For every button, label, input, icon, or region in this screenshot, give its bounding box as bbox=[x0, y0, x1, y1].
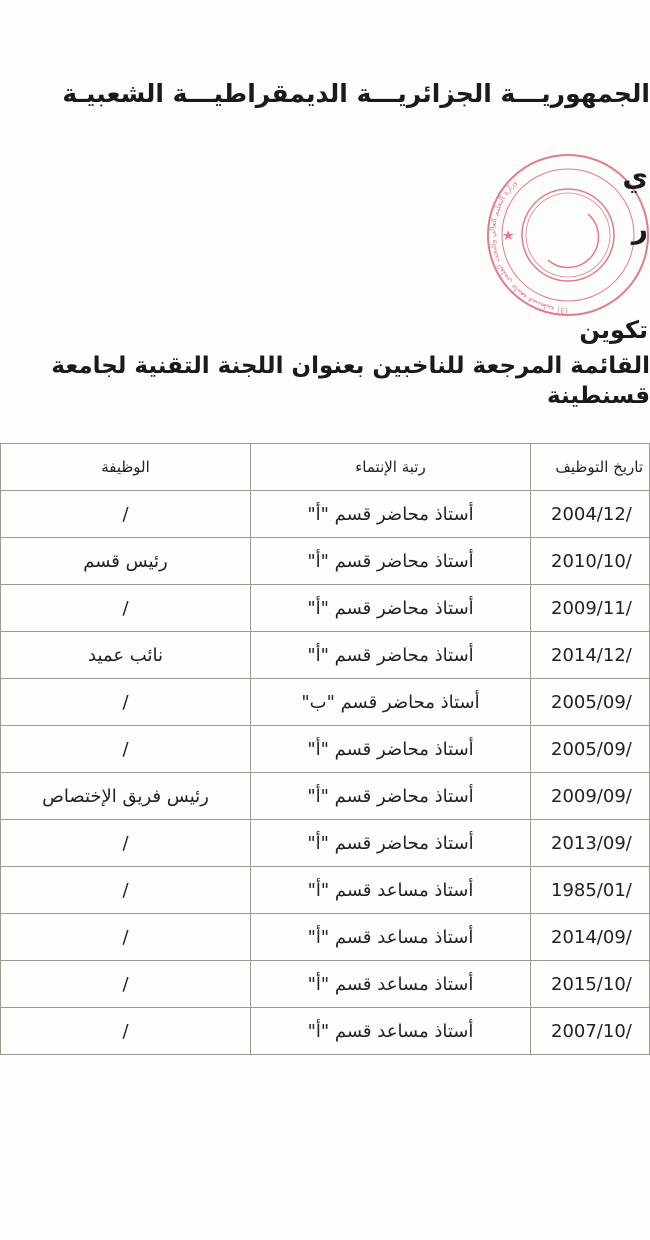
column-header-function: الوظيفة bbox=[0, 443, 251, 491]
hire-date-cell: 2005/09/ bbox=[530, 678, 650, 726]
heading-fragment: ر bbox=[631, 212, 648, 245]
hire-date-cell: 2007/10/ bbox=[530, 1007, 650, 1055]
function-cell: / bbox=[0, 960, 251, 1008]
rank-cell: أستاذ مساعد قسم "أ" bbox=[250, 1007, 531, 1055]
table-row: 2015/10/أستاذ مساعد قسم "أ" / bbox=[0, 960, 650, 1008]
table-header-row: تاريخ التوظيف رتبة الإنتماء الوظيفة bbox=[0, 443, 650, 491]
rank-cell: أستاذ مساعد قسم "أ" bbox=[250, 866, 531, 914]
table-row: 2007/10/أستاذ مساعد قسم "أ" / bbox=[0, 1007, 650, 1055]
function-cell: / bbox=[0, 725, 251, 773]
function-cell: رئيس قسم bbox=[0, 537, 251, 585]
hire-date-cell: 2009/09/ bbox=[530, 772, 650, 820]
function-cell: / bbox=[0, 1007, 251, 1055]
table-row: 2013/09/أستاذ محاضر قسم "أ" / bbox=[0, 819, 650, 867]
table-row: 1985/01/أستاذ مساعد قسم "أ" / bbox=[0, 866, 650, 914]
voters-table: تاريخ التوظيف رتبة الإنتماء الوظيفة 2004… bbox=[0, 443, 650, 1055]
hire-date-cell: 2014/09/ bbox=[530, 913, 650, 961]
hire-date-cell: 2013/09/ bbox=[530, 819, 650, 867]
table-row: 2005/09/أستاذ محاضر قسم "أ" / bbox=[0, 725, 650, 773]
hire-date-cell: 2005/09/ bbox=[530, 725, 650, 773]
function-cell: / bbox=[0, 678, 251, 726]
star-icon bbox=[503, 230, 514, 240]
hire-date-cell: 2004/12/ bbox=[530, 490, 650, 538]
heading-fragment: تكوين bbox=[579, 316, 648, 344]
function-cell: / bbox=[0, 819, 251, 867]
table-row: 2009/09/أستاذ محاضر قسم "أ" رئيس فريق الإ… bbox=[0, 772, 650, 820]
rank-cell: أستاذ محاضر قسم "أ" bbox=[250, 631, 531, 679]
rank-cell: أستاذ محاضر قسم "أ" bbox=[250, 490, 531, 538]
function-cell: نائب عميد bbox=[0, 631, 251, 679]
document-title: القائمة المرجعة للناخبين بعنوان اللجنة ا… bbox=[51, 353, 650, 409]
function-cell: رئيس فريق الإختصاص bbox=[0, 772, 251, 820]
rank-cell: أستاذ محاضر قسم "أ" bbox=[250, 819, 531, 867]
rank-cell: أستاذ مساعد قسم "أ" bbox=[250, 960, 531, 1008]
rank-cell: أستاذ محاضر قسم "أ" bbox=[250, 772, 531, 820]
hire-date-cell: 2010/10/ bbox=[530, 537, 650, 585]
hire-date-cell: 1985/01/ bbox=[530, 866, 650, 914]
function-cell: / bbox=[0, 490, 251, 538]
table-row: 2010/10/أستاذ محاضر قسم "أ" رئيس قسم bbox=[0, 537, 650, 585]
table-row: 2004/12/أستاذ محاضر قسم "أ" / bbox=[0, 490, 650, 538]
stamp-lettering: وزارة التعليم العالي والبحث العلمي جامعة… bbox=[488, 178, 568, 316]
crescent-icon bbox=[547, 213, 600, 269]
column-header-hire-date: تاريخ التوظيف bbox=[530, 443, 650, 491]
table-row: 2014/12/أستاذ محاضر قسم "أ" نائب عميد bbox=[0, 631, 650, 679]
rank-cell: أستاذ محاضر قسم "أ" bbox=[250, 725, 531, 773]
official-stamp: وزارة التعليم العالي والبحث العلمي جامعة… bbox=[487, 154, 649, 316]
rank-cell: أستاذ محاضر قسم "أ" bbox=[250, 537, 531, 585]
table-row: 2009/11/أستاذ محاضر قسم "أ" / bbox=[0, 584, 650, 632]
function-cell: / bbox=[0, 866, 251, 914]
heading-fragment: ي bbox=[622, 160, 648, 193]
hire-date-cell: 2015/10/ bbox=[530, 960, 650, 1008]
rank-cell: أستاذ محاضر قسم "أ" bbox=[250, 584, 531, 632]
table-row: 2014/09/أستاذ مساعد قسم "أ" / bbox=[0, 913, 650, 961]
function-cell: / bbox=[0, 584, 251, 632]
column-header-rank: رتبة الإنتماء bbox=[250, 443, 531, 491]
function-cell: / bbox=[0, 913, 251, 961]
table-row: 2005/09/أستاذ محاضر قسم "ب" / bbox=[0, 678, 650, 726]
hire-date-cell: 2014/12/ bbox=[530, 631, 650, 679]
hire-date-cell: 2009/11/ bbox=[530, 584, 650, 632]
rank-cell: أستاذ مساعد قسم "أ" bbox=[250, 913, 531, 961]
republic-heading: الجمهوريـــة الجزائريـــة الديمقراطيـــة… bbox=[62, 79, 650, 108]
rank-cell: أستاذ محاضر قسم "ب" bbox=[250, 678, 531, 726]
